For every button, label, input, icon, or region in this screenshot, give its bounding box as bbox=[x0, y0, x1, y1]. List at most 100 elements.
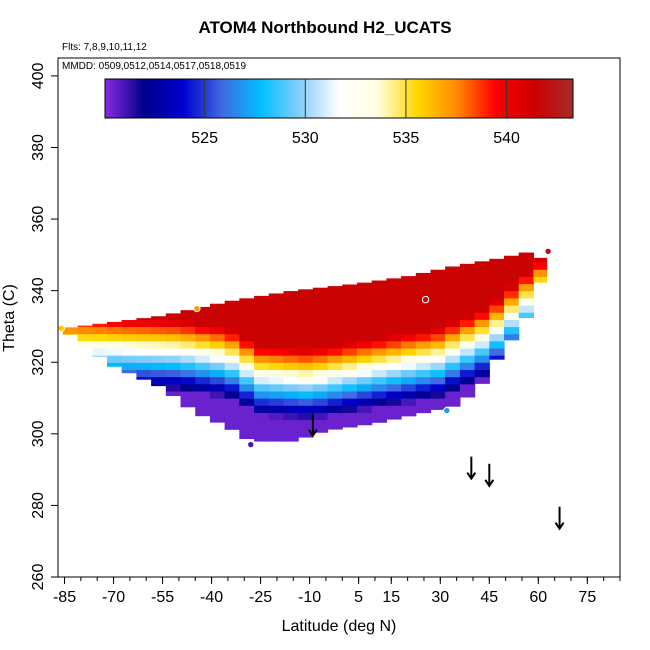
heatmap-cell bbox=[371, 319, 387, 328]
heatmap-cell bbox=[209, 303, 226, 306]
heatmap-cell bbox=[224, 300, 240, 306]
heatmap-cell bbox=[430, 333, 446, 342]
y-axis-label: Theta (C) bbox=[1, 284, 18, 352]
heatmap-cell bbox=[342, 340, 358, 349]
heatmap-cell bbox=[342, 362, 358, 370]
heatmap-cell bbox=[504, 319, 520, 328]
heatmap-cell bbox=[283, 340, 299, 349]
heatmap-cell bbox=[489, 283, 505, 292]
heatmap-cell bbox=[459, 390, 476, 398]
heatmap-cell bbox=[151, 362, 167, 370]
heatmap-cell bbox=[401, 369, 417, 378]
heatmap-cell bbox=[518, 262, 535, 270]
colorbar-tick-label: 530 bbox=[292, 130, 319, 147]
heatmap-cell bbox=[371, 369, 387, 378]
heatmap-cell bbox=[209, 340, 226, 349]
heatmap-cell bbox=[445, 390, 461, 399]
heatmap-cell bbox=[459, 304, 476, 313]
heatmap-cell bbox=[474, 355, 490, 363]
heatmap-cell bbox=[136, 319, 152, 328]
heatmap-cell bbox=[459, 263, 476, 270]
heatmap-cell bbox=[371, 312, 387, 320]
colorbar-tick-label: 535 bbox=[393, 130, 420, 147]
heatmap-cell bbox=[518, 297, 535, 306]
heatmap-cell bbox=[459, 369, 476, 378]
y-tick-label: 280 bbox=[30, 492, 47, 519]
heatmap-cell bbox=[92, 326, 108, 335]
heatmap-cell bbox=[474, 340, 490, 349]
heatmap-cell bbox=[401, 319, 417, 328]
heatmap-cell bbox=[224, 326, 240, 335]
heatmap-cell bbox=[312, 347, 329, 356]
heatmap-cell bbox=[430, 376, 446, 385]
heatmap-cell bbox=[356, 362, 373, 370]
heatmap-cell bbox=[136, 362, 152, 370]
heatmap-cell bbox=[180, 362, 196, 370]
heatmap-cell bbox=[254, 295, 270, 299]
down-arrows bbox=[308, 413, 565, 531]
heatmap-cell bbox=[239, 304, 255, 313]
heatmap-cell bbox=[224, 398, 240, 406]
heatmap-cell bbox=[312, 319, 329, 328]
heatmap-cell bbox=[165, 376, 182, 385]
heatmap-cell bbox=[180, 319, 196, 328]
heatmap-cell bbox=[298, 419, 314, 428]
heatmap-cell bbox=[445, 266, 461, 270]
heatmap-cell bbox=[342, 383, 358, 392]
heatmap-cell bbox=[209, 347, 226, 356]
heatmap-cell bbox=[386, 390, 402, 399]
heatmap-cell bbox=[371, 412, 387, 421]
heatmap-cell bbox=[371, 362, 387, 370]
heatmap-cell bbox=[180, 390, 196, 399]
heatmap-cell bbox=[209, 355, 226, 363]
heatmap-cell bbox=[401, 312, 417, 320]
heatmap-cell bbox=[239, 390, 255, 399]
heatmap-cell bbox=[254, 390, 270, 399]
heatmap-cell bbox=[136, 340, 152, 349]
heatmap-cell bbox=[415, 362, 432, 370]
x-tick-label: -85 bbox=[53, 589, 76, 606]
heatmap-cell bbox=[283, 398, 299, 406]
heatmap-cell bbox=[415, 312, 432, 320]
heatmap-cell bbox=[401, 297, 417, 306]
heatmap-cell bbox=[489, 333, 505, 342]
heatmap-cell bbox=[327, 376, 343, 385]
heatmap-cell bbox=[254, 312, 270, 320]
heatmap-cell bbox=[342, 297, 358, 306]
heatmap-cell bbox=[489, 355, 505, 360]
heatmap-cell bbox=[254, 333, 270, 342]
heatmap-cell bbox=[342, 398, 358, 406]
heatmap-cell bbox=[165, 333, 182, 342]
heatmap-cell bbox=[180, 333, 196, 342]
colorbar-gradient bbox=[104, 78, 574, 119]
heatmap-cell bbox=[342, 419, 358, 428]
heatmap-cell bbox=[489, 290, 505, 299]
x-tick-label: -40 bbox=[200, 589, 223, 606]
heatmap-cell bbox=[356, 304, 373, 313]
heatmap-cell bbox=[77, 326, 93, 335]
heatmap-cell bbox=[195, 333, 211, 342]
heatmap-cell bbox=[474, 362, 490, 370]
heatmap-cell bbox=[268, 355, 285, 363]
heatmap-cell bbox=[445, 304, 461, 313]
heatmap-cell bbox=[489, 304, 505, 313]
heatmap-cell bbox=[136, 376, 152, 380]
heatmap-cell bbox=[533, 269, 548, 277]
heatmap-cell bbox=[268, 419, 285, 428]
heatmap-cell bbox=[224, 319, 240, 328]
heatmap-cell bbox=[327, 405, 343, 413]
heatmap-cell bbox=[415, 333, 432, 342]
heatmap-cell bbox=[92, 333, 108, 342]
heatmap-cell bbox=[327, 426, 343, 430]
heatmap-cell bbox=[342, 319, 358, 328]
heatmap-cell bbox=[327, 390, 343, 399]
heatmap-cell bbox=[165, 362, 182, 370]
heatmap-cell bbox=[459, 333, 476, 342]
heatmap-cell bbox=[459, 326, 476, 335]
heatmap-cell bbox=[312, 355, 329, 363]
heatmap-cell bbox=[312, 304, 329, 313]
heatmap-cell bbox=[283, 304, 299, 313]
heatmap-cell bbox=[401, 326, 417, 335]
heatmap-cell bbox=[371, 347, 387, 356]
